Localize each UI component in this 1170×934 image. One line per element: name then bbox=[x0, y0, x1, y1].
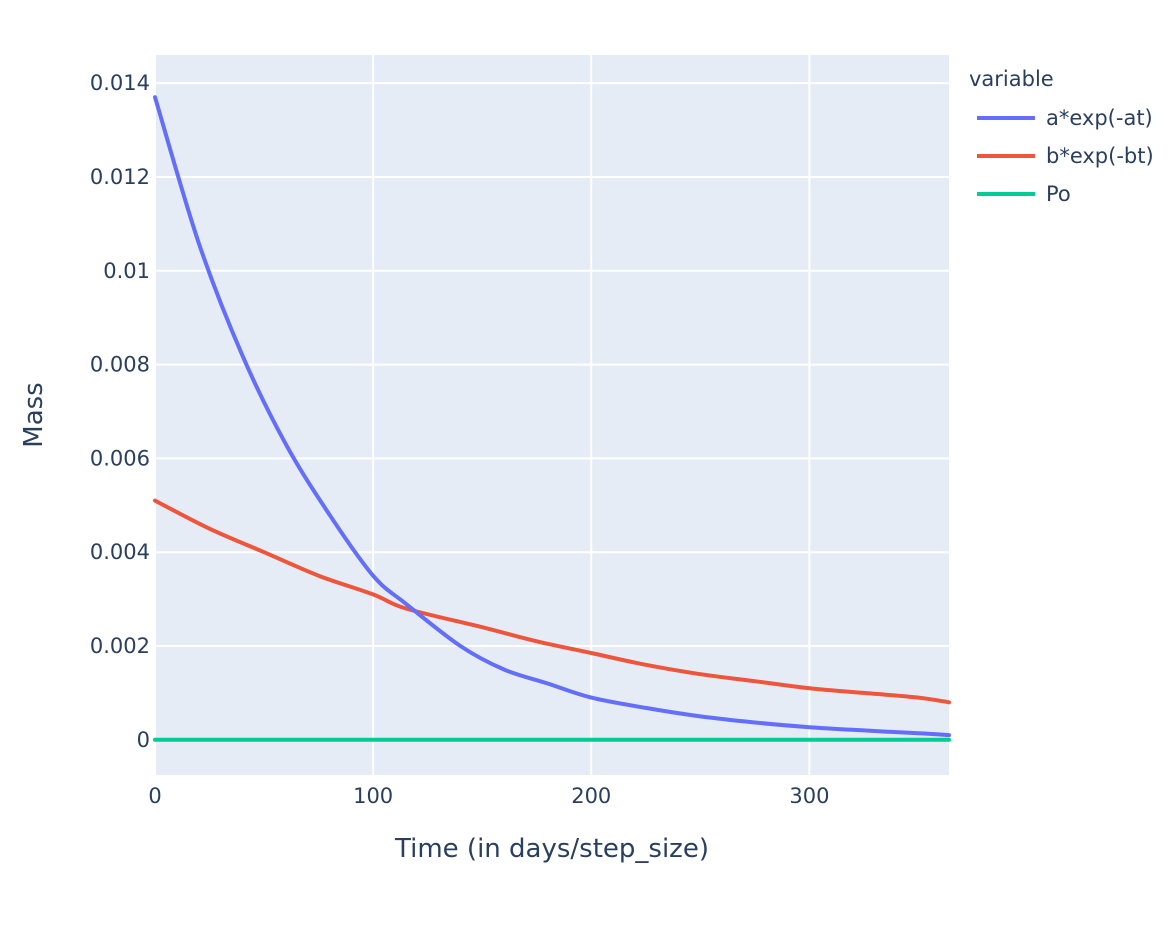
legend-title: variable bbox=[969, 67, 1054, 91]
x-axis-title: Time (in days/step_size) bbox=[394, 834, 709, 864]
x-tick-label: 0 bbox=[148, 784, 161, 808]
plot-background bbox=[155, 55, 949, 775]
y-tick-label: 0.002 bbox=[90, 634, 150, 658]
legend-items: a*exp(-at) b*exp(-bt) Po bbox=[977, 106, 1154, 206]
series-line-a-exp[interactable] bbox=[153, 95, 951, 738]
axis-labels: 0 0.002 0.004 0.006 0.008 0.01 0.012 0.014 0 100 2… bbox=[90, 71, 830, 808]
series-line-b-exp[interactable] bbox=[153, 498, 951, 705]
x-tick-label: 100 bbox=[353, 784, 393, 808]
legend-label: a*exp(-at) bbox=[1046, 106, 1153, 130]
legend-item-po[interactable]: Po bbox=[977, 182, 1071, 206]
legend-item-b-exp[interactable]: b*exp(-bt) bbox=[977, 144, 1154, 168]
y-tick-label: 0.012 bbox=[90, 165, 150, 189]
legend-label: b*exp(-bt) bbox=[1046, 144, 1154, 168]
grid-lines bbox=[154, 55, 949, 775]
x-tick-label: 200 bbox=[571, 784, 611, 808]
y-tick-label: 0.006 bbox=[90, 446, 150, 470]
y-tick-label: 0.01 bbox=[103, 259, 150, 283]
y-tick-label: 0.014 bbox=[90, 71, 150, 95]
legend-label: Po bbox=[1046, 182, 1071, 206]
y-tick-label: 0.008 bbox=[90, 353, 150, 377]
legend-item-a-exp[interactable]: a*exp(-at) bbox=[977, 106, 1153, 130]
y-tick-label: 0 bbox=[137, 728, 150, 752]
y-axis-title: Mass bbox=[19, 382, 49, 447]
y-tick-label: 0.004 bbox=[90, 540, 150, 564]
x-tick-label: 300 bbox=[789, 784, 829, 808]
legend[interactable]: variable a*exp(-at) b*exp(-bt) Po bbox=[969, 67, 1154, 206]
series-lines bbox=[153, 95, 951, 742]
